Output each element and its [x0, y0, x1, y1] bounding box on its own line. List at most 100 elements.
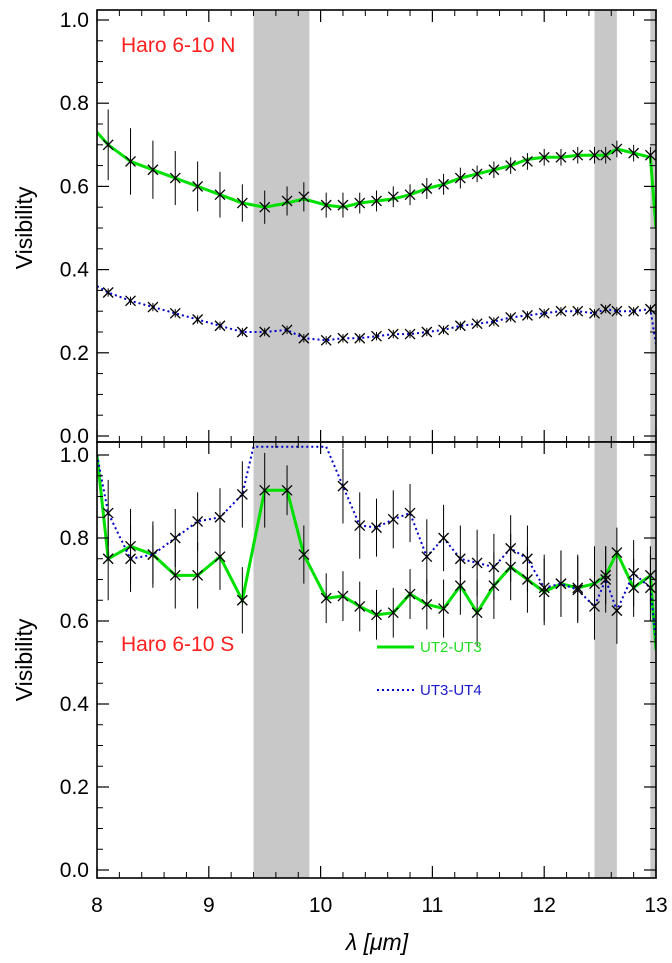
y-tick-label: 0.6 [60, 175, 89, 198]
marker-stroke [572, 584, 584, 596]
marker-stroke [521, 309, 533, 321]
data-point-marker [102, 287, 114, 298]
data-point-marker [169, 569, 181, 581]
data-point-marker [102, 507, 114, 519]
marker-stroke [259, 484, 271, 496]
data-point-marker [214, 189, 226, 201]
data-point-marker [611, 547, 623, 558]
shaded-band-1 [594, 10, 617, 442]
data-point-marker [438, 603, 450, 615]
marker-stroke [421, 183, 433, 194]
data-point-marker [102, 139, 114, 151]
legend-label-ut3-ut4: UT3-UT4 [420, 682, 482, 699]
data-point-marker [404, 328, 416, 340]
marker-stroke [320, 334, 332, 346]
data-point-marker [572, 149, 584, 161]
data-point-marker [471, 168, 483, 180]
y-tick-label: 1.0 [60, 9, 89, 32]
marker-stroke [538, 582, 550, 594]
data-point-marker [320, 199, 332, 211]
data-point-marker [169, 172, 181, 184]
data-point-marker [147, 301, 159, 313]
data-point-marker [521, 553, 533, 565]
data-point-marker [354, 332, 366, 344]
marker-stroke [644, 303, 656, 315]
marker-stroke [337, 199, 349, 211]
data-point-marker [298, 332, 310, 344]
data-point-marker [281, 484, 293, 496]
marker-stroke [214, 511, 226, 523]
data-point-marker [589, 601, 600, 612]
data-point-marker [600, 303, 612, 315]
legend-label-ut2-ut3: UT2-UT3 [420, 639, 482, 656]
marker-stroke [454, 172, 466, 184]
data-point-marker [555, 305, 567, 317]
data-point-marker [371, 522, 382, 534]
marker-stroke [644, 582, 656, 594]
data-point-marker [337, 480, 349, 492]
marker-stroke [192, 569, 204, 581]
y-tick-label: 1.0 [60, 444, 89, 467]
marker-stroke [471, 557, 483, 569]
marker-stroke [600, 574, 612, 585]
top-panel-y-axis-title: Visibility [11, 186, 37, 269]
panel-0-frame [96, 9, 657, 443]
marker-stroke [538, 307, 550, 319]
data-point-marker [538, 307, 550, 319]
x-tick-label: 11 [421, 894, 443, 917]
data-point-marker [147, 549, 159, 561]
marker-stroke [102, 553, 114, 565]
panel-1-data [97, 445, 656, 651]
data-point-marker [505, 311, 517, 323]
marker-stroke [236, 197, 248, 209]
marker-stroke [404, 328, 416, 340]
y-tick-label: 0.0 [60, 859, 89, 882]
data-point-marker [589, 307, 600, 319]
marker-stroke [102, 287, 114, 298]
marker-stroke [589, 149, 600, 161]
marker-stroke [337, 590, 349, 602]
data-point-marker [236, 197, 248, 209]
y-tick-label: 0.4 [60, 693, 90, 716]
data-point-marker [521, 155, 533, 167]
data-point-marker [555, 578, 567, 590]
marker-stroke [611, 143, 623, 155]
data-point-marker [454, 553, 466, 565]
data-point-marker [387, 191, 399, 203]
marker-stroke [337, 480, 349, 492]
marker-stroke [421, 326, 433, 338]
marker-stroke [214, 320, 226, 332]
data-point-marker [488, 316, 500, 328]
marker-stroke [521, 155, 533, 167]
marker-stroke [259, 201, 271, 213]
marker-stroke [354, 601, 366, 612]
data-point-marker [281, 324, 293, 336]
data-point-marker [488, 164, 500, 176]
data-point-marker [236, 488, 248, 500]
marker-stroke [281, 324, 293, 336]
marker-stroke [102, 507, 114, 519]
data-point-marker [354, 197, 366, 209]
data-point-marker [628, 567, 640, 579]
marker-stroke [611, 547, 623, 558]
bottom-panel-annotation: Haro 6-10 S [121, 633, 234, 656]
data-point-marker [354, 601, 366, 612]
marker-stroke [214, 551, 226, 563]
marker-stroke [572, 149, 584, 161]
marker-stroke [471, 168, 483, 180]
marker-stroke [102, 139, 114, 151]
shaded-band-0 [253, 442, 310, 878]
data-point-marker [192, 180, 204, 192]
marker-stroke [454, 320, 466, 332]
marker-stroke [192, 515, 204, 527]
shaded-band-2 [650, 442, 656, 878]
data-point-marker [421, 326, 433, 338]
shaded-band-1 [594, 442, 617, 878]
data-point-marker [628, 305, 640, 317]
marker-stroke [404, 588, 416, 600]
data-point-marker [337, 332, 349, 344]
marker-stroke [438, 532, 450, 544]
marker-stroke [169, 172, 181, 184]
marker-stroke [628, 305, 640, 317]
data-point-marker [337, 199, 349, 211]
